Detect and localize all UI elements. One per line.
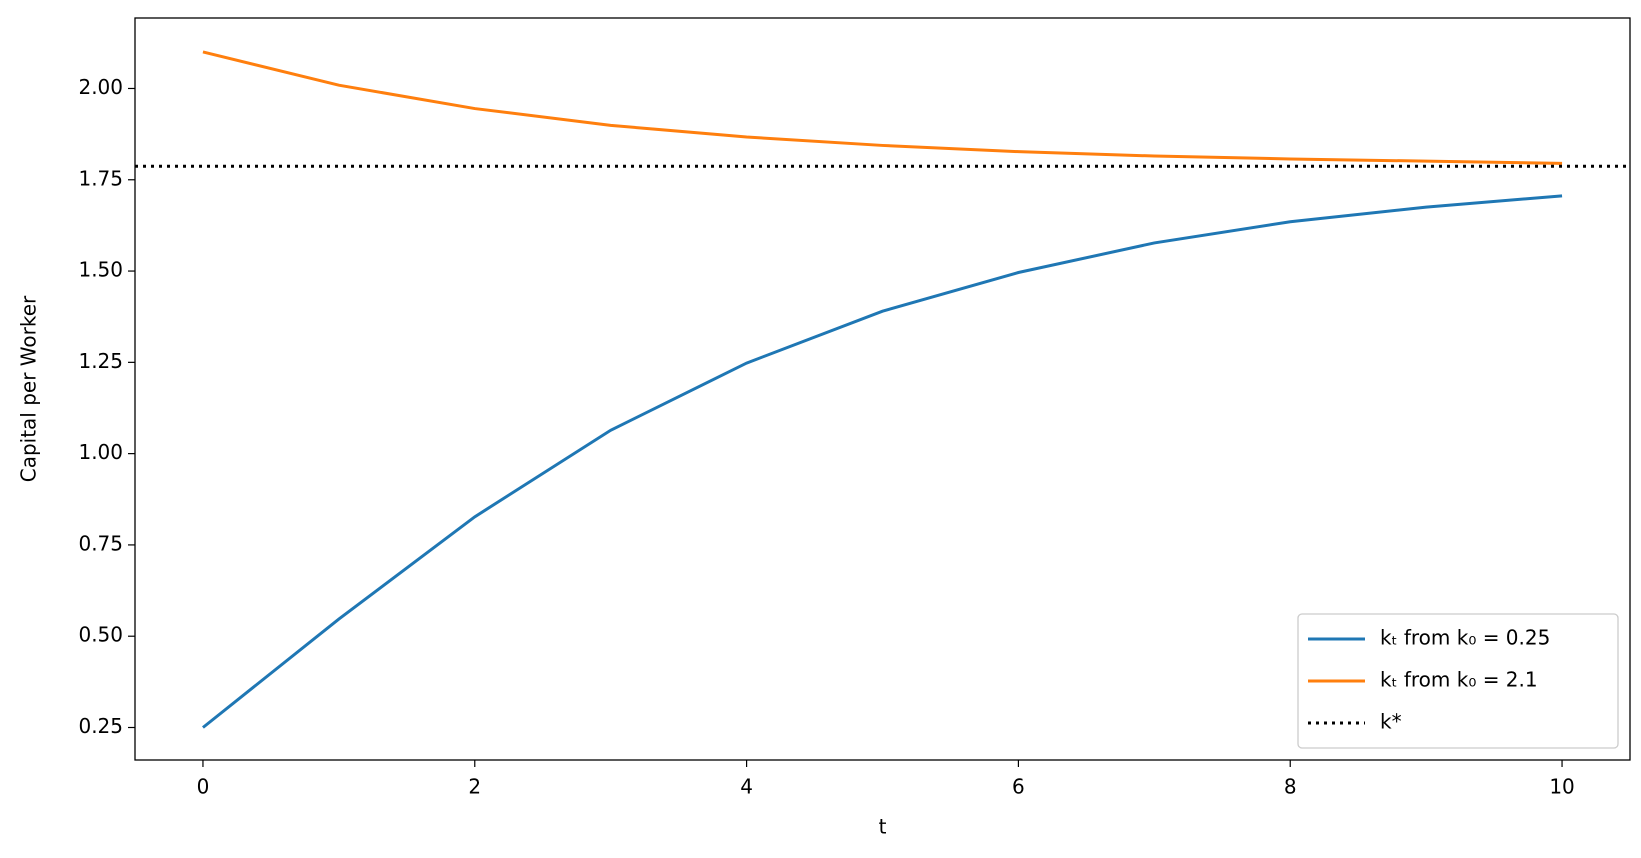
y-tick-label: 0.50	[78, 623, 123, 647]
x-tick-label: 4	[740, 775, 753, 799]
y-tick-label: 1.75	[78, 166, 123, 190]
y-axis-label: Capital per Worker	[17, 295, 41, 482]
x-tick-label: 2	[468, 775, 481, 799]
legend-label: kₜ from k₀ = 2.1	[1380, 668, 1538, 692]
axes-frame	[134, 17, 1631, 761]
y-tick-label: 2.00	[78, 75, 123, 99]
legend-box	[1297, 613, 1619, 749]
series-line	[202, 50, 1563, 165]
x-tick-label: 0	[197, 775, 210, 799]
legend-label: k*	[1380, 710, 1402, 734]
x-tick-label: 10	[1549, 775, 1574, 799]
y-tick-label: 1.50	[78, 258, 123, 282]
legend-label: kₜ from k₀ = 0.25	[1380, 626, 1550, 650]
y-tick-label: 0.75	[78, 531, 123, 555]
x-tick-label: 8	[1284, 775, 1297, 799]
series-line	[202, 194, 1563, 729]
y-tick-label: 1.00	[78, 440, 123, 464]
y-tick-label: 0.25	[78, 714, 123, 738]
y-tick-label: 1.25	[78, 349, 123, 373]
x-tick-label: 6	[1012, 775, 1025, 799]
x-axis-label: t	[879, 815, 887, 839]
